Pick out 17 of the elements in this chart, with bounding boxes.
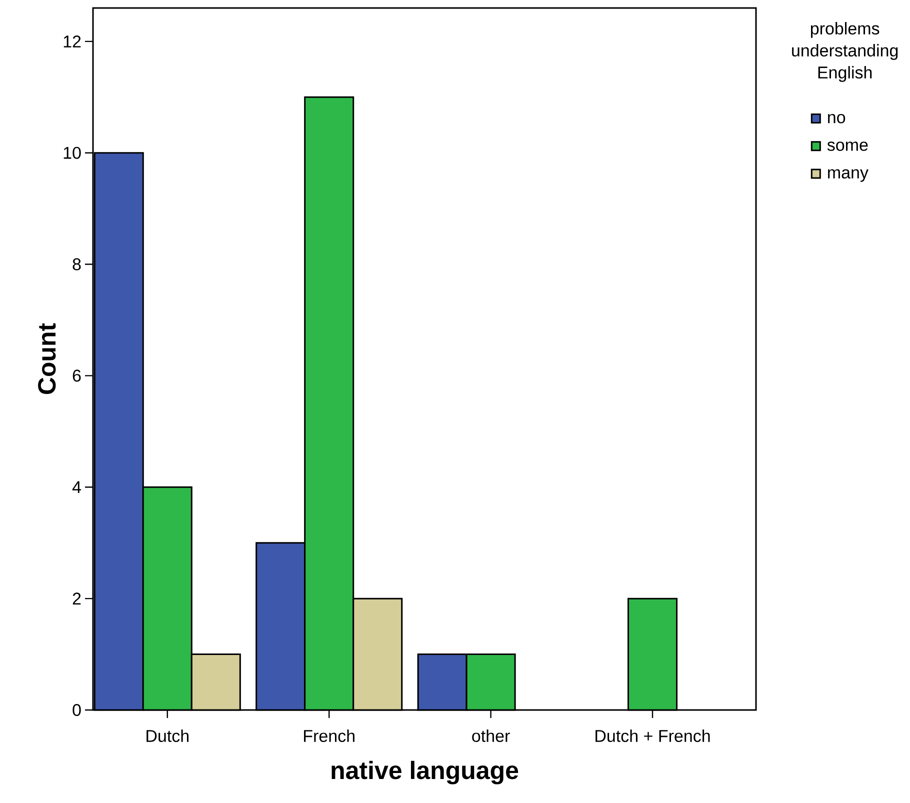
x-tick-label: Dutch bbox=[146, 730, 188, 742]
y-tick-label: 10 bbox=[64, 146, 81, 159]
y-tick-label: 4 bbox=[72, 481, 81, 493]
x-axis-title: native language bbox=[332, 760, 518, 784]
y-axis-title: Count bbox=[38, 323, 56, 394]
x-tick-label: Dutch + French bbox=[596, 730, 710, 742]
legend-title: problems understanding English bbox=[792, 22, 898, 82]
legend-label: some bbox=[827, 142, 868, 151]
y-tick-label: 12 bbox=[64, 35, 81, 48]
x-tick-label: French bbox=[304, 730, 354, 742]
y-tick-label: 2 bbox=[72, 592, 81, 605]
y-tick-label: 6 bbox=[72, 370, 81, 382]
y-tick-label: 0 bbox=[72, 704, 81, 716]
y-tick-label: 8 bbox=[72, 258, 81, 270]
legend-label: no bbox=[828, 114, 846, 124]
x-tick-label: other bbox=[472, 730, 510, 742]
legend-label: many bbox=[828, 169, 868, 182]
